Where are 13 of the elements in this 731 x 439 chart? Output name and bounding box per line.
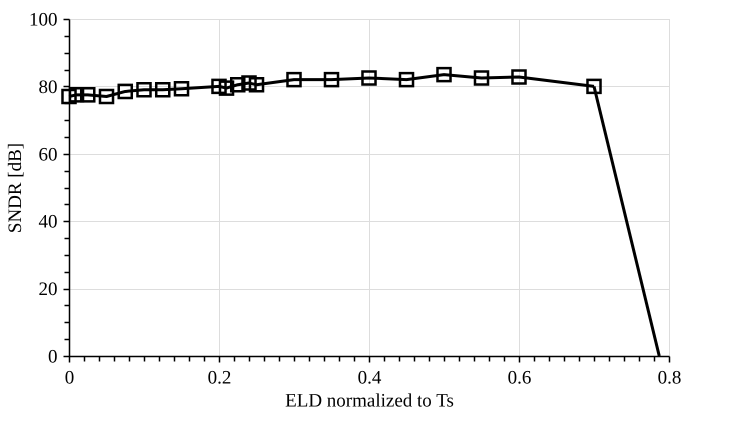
y-tick-label: 20 bbox=[38, 279, 58, 300]
x-tick-label: 0 bbox=[64, 368, 74, 388]
y-tick-label: 60 bbox=[38, 144, 58, 166]
y-tick-label: 40 bbox=[38, 212, 58, 233]
x-tick-label: 0.2 bbox=[208, 368, 232, 388]
y-tick-label: 100 bbox=[29, 10, 58, 30]
x-tick-label: 0.8 bbox=[658, 368, 682, 388]
x-axis-title: ELD normalized to Ts bbox=[285, 390, 454, 412]
y-tick-label: 0 bbox=[48, 346, 58, 368]
x-tick-label: 0.4 bbox=[358, 368, 382, 388]
y-tick-label: 80 bbox=[38, 76, 58, 98]
y-axis-title: SNDR [dB] bbox=[5, 142, 26, 234]
x-tick-label: 0.6 bbox=[508, 368, 532, 388]
